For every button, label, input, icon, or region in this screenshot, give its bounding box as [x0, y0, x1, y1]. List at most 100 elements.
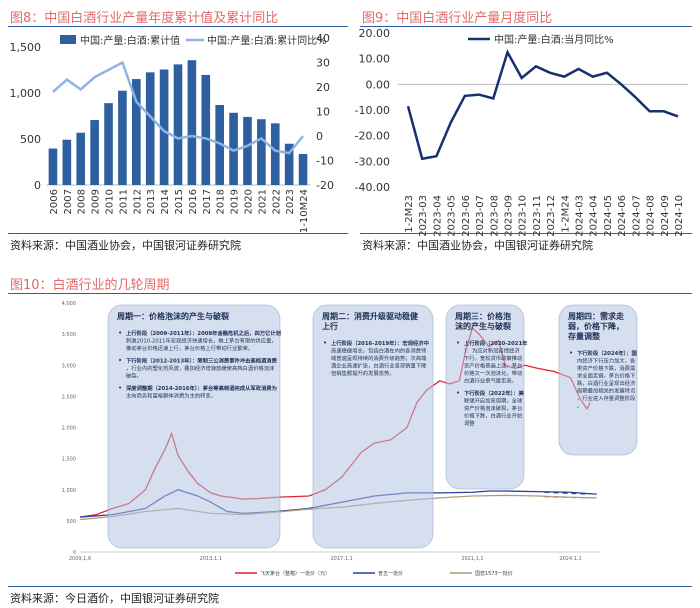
fig8-bar	[257, 119, 266, 185]
fig10-cycle-text: 上行阶段（2016-2019年）：宏观经济中	[331, 339, 429, 347]
fig8-left-tick-label: 0	[34, 179, 41, 192]
fig10-bullet: •	[118, 384, 122, 392]
fig8-x-tick-label: 1-10M24	[299, 189, 310, 233]
fig8-x-tick-label: 2010	[105, 189, 116, 214]
fig10-cycle-text: 域普遍呈现持续的消费升级趋势；次高端	[331, 354, 427, 362]
fig9-x-tick-label: 2024-04	[589, 195, 600, 237]
fig8-bar	[132, 79, 141, 185]
fig8-x-tick-label: 2011	[118, 189, 129, 214]
fig9-x-tick-label: 2023-06	[461, 195, 472, 237]
fig8-x-tick-label: 2017	[202, 189, 213, 214]
fig9-x-tick-label: 1-2M23	[404, 195, 415, 233]
fig8-x-tick-label: 2009	[91, 189, 102, 214]
fig10-y-tick-label: 3,500	[62, 332, 76, 338]
fig9-source: 资料来源：中国酒业协会，中国银河证券研究院	[362, 239, 593, 252]
fig8-bar	[90, 120, 99, 185]
fig10-cycle-text: 但销售额提升的发展态势。	[331, 369, 395, 377]
fig10-cycle-text: 资产价格普遍上涨，茅台	[464, 362, 522, 370]
fig10-y-tick-label: 4,000	[62, 301, 76, 307]
fig10-wuliangye-dash	[544, 491, 591, 495]
fig9-y-tick-label: -30.00	[355, 155, 390, 168]
fig8-x-tick-label: 2018	[216, 189, 227, 214]
fig8-x-tick-label: 2012	[132, 189, 143, 214]
fig8-bar	[298, 154, 308, 185]
fig8-bar	[145, 72, 155, 185]
fig10-y-tick-label: 1,500	[62, 457, 76, 463]
fig10-cycle-title: 沫的产生与破裂	[455, 321, 511, 331]
fig10-cycle-title: 周期一：价格泡沫的产生与破裂	[117, 311, 229, 321]
fig10-y-tick-label: 0	[73, 550, 76, 556]
fig8-yoy-line	[52, 60, 305, 155]
fig8-title-rule	[8, 26, 348, 27]
fig8-bar	[76, 132, 86, 185]
fig8-bar	[243, 116, 252, 185]
fig8-bar	[229, 112, 238, 185]
fig9-y-tick-label: 10.00	[359, 53, 391, 66]
fig10-cycle-text: ，行业内的塑化剂风波，叠加经济增速放缓使高档白酒价格泡沫	[126, 364, 275, 372]
fig9-y-tick-label: -10.00	[355, 104, 390, 117]
fig10-x-tick-label: 2021,1,1	[461, 556, 483, 562]
fig10-cycle-text: 破裂。	[126, 372, 142, 380]
fig10-title-rule	[8, 293, 692, 294]
fig10-bullet: •	[456, 389, 460, 397]
fig10-y-tick-label: 2,500	[62, 394, 76, 400]
fig8-right-tick-label: 0	[316, 130, 323, 143]
fig10-x-tick-label: 2013,1,1	[200, 556, 222, 562]
fig8-bar	[173, 64, 183, 185]
fig8-left-tick-label: 500	[20, 133, 41, 146]
fig8-x-tick-label: 2019	[230, 189, 241, 214]
fig10-cycle-text: 。	[577, 404, 582, 410]
fig8-x-tick-label: 2008	[77, 189, 88, 214]
fig8-bar	[270, 123, 280, 185]
fig10-cycle-text: 刺激2010-2011年宏观经济快速增长，推上茅台有限的供应量，	[126, 337, 277, 345]
fig8-legend-bar-label: 中国:产量:白酒:累计值	[80, 34, 180, 47]
fig9-title-rule	[360, 26, 692, 27]
fig10-legend-label: 普五一批价	[378, 570, 403, 577]
fig10-cycle-text: 酒企业高速扩张，白酒行业呈现销量下降	[331, 362, 427, 370]
fig9-y-tick-label: -20.00	[355, 130, 390, 143]
fig10-cycle-text: 周期叠加相关的发展特点	[577, 387, 636, 395]
fig10-bullet: •	[323, 339, 327, 347]
fig10-cycle-title: 周期四：需求走	[568, 311, 625, 321]
fig10-source: 资料来源：今日酒价，中国银河证券研究院	[10, 592, 219, 605]
fig9-y-tick-label: -40.00	[355, 181, 390, 194]
fig8-x-tick-label: 2022	[271, 189, 282, 214]
fig8-source-rule	[8, 233, 348, 234]
fig8-legend-bar-swatch	[60, 35, 76, 44]
fig10-cycle-text: 下行阶段（2022年）：美	[464, 389, 524, 397]
fig9-x-tick-label: 2023-07	[475, 195, 486, 237]
fig9-y-tick-label: 20.00	[359, 27, 391, 40]
fig10-cycle-text: 内经济下行压力加大，各	[577, 357, 636, 365]
fig10-cycle-title: 周期二：消费升级驱动稳健	[322, 311, 418, 321]
fig8-right-tick-label: -10	[316, 155, 334, 168]
fig8-x-tick-label: 2020	[243, 189, 254, 214]
fig9-x-tick-label: 1-2M24	[560, 195, 571, 233]
fig8-legend-line-label: 中国:产量:白酒:累计同比%	[207, 34, 327, 47]
fig10-cycle-title: 弱，价格下降，	[568, 321, 624, 331]
fig9-x-tick-label: 2023-12	[546, 195, 557, 237]
fig8-bar	[215, 104, 224, 185]
fig8-source: 资料来源：中国酒业协会，中国银河证券研究院	[10, 239, 241, 252]
fig8-right-tick-label: 20	[316, 81, 330, 94]
fig9-legend-label: 中国:产量:白酒:当月同比%	[494, 33, 614, 46]
fig10-cycle-text: 下行阶段（2012-2013年）：限制三公消费事件冲击高档酒消费	[126, 357, 278, 365]
fig10-x-tick-label: 2024,1,1	[559, 556, 581, 562]
fig9-x-tick-label: 2023-11	[532, 195, 543, 237]
fig10-cycle-text: ）：为应对新冠疫情经济	[464, 347, 520, 355]
fig10-cycle-box	[445, 304, 525, 490]
fig10-cycle-box	[558, 304, 638, 456]
fig8-right-tick-label: 10	[316, 106, 330, 119]
fig10-y-tick-label: 500	[66, 519, 76, 525]
fig8-bar	[48, 148, 58, 185]
fig10-cycle-text: 调整	[464, 419, 475, 427]
fig10-cycle-text: 价格又一次泡沫化，带动	[464, 369, 522, 377]
fig10-cycle-text: 价格下跌，白酒行业开始	[464, 412, 523, 420]
fig9-title: 图9：中国白酒行业产量月度同比	[362, 11, 553, 26]
fig8-bar	[159, 69, 169, 185]
fig8-x-tick-label: 2014	[160, 189, 171, 214]
fig8-x-tick-label: 2016	[188, 189, 199, 214]
fig9-x-tick-label: 2024-07	[631, 195, 642, 237]
fig10-cycle-text: 下行阶段（2024年）：国	[577, 349, 637, 357]
